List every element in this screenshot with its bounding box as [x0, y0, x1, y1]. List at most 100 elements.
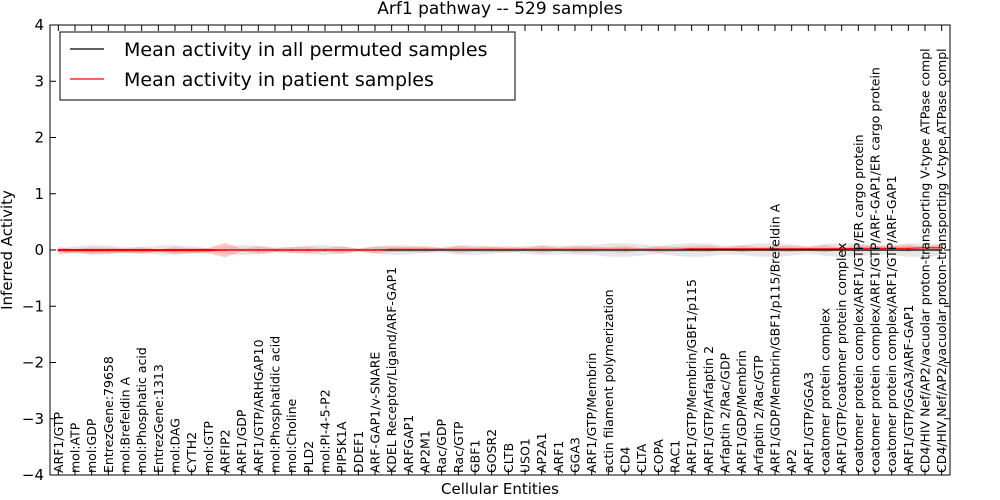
point-patient — [490, 248, 493, 251]
point-patient — [824, 248, 826, 250]
x-tick-label: ARF1/GDP/Membrin/GBF1/p115/Brefeldin A — [768, 203, 783, 473]
y-tick-label: 0 — [34, 241, 44, 259]
x-tick-label: ARF1/GTP/coatomer protein complex — [834, 243, 849, 473]
point-patient — [407, 248, 410, 251]
x-tick-label: ARF1/GTP/Membrin — [584, 353, 599, 473]
x-tick-label: actin filament polymerization — [601, 289, 616, 473]
point-patient — [374, 249, 376, 251]
x-tick-label: PIP5K1A — [334, 421, 349, 473]
x-tick-label: AP2A1 — [534, 432, 549, 473]
x-tick-label: USO1 — [518, 438, 533, 473]
y-tick-label: 1 — [34, 185, 44, 203]
x-tick-label: CD4/HIV Nef/AP2/vacuolar proton-transpor… — [934, 48, 949, 473]
point-permuted — [824, 249, 826, 251]
x-tick-label: ARF1/GTP/ARHGAP10 — [251, 339, 266, 473]
x-tick-label: Rac/GTP — [451, 421, 466, 473]
point-patient — [757, 248, 760, 250]
point-permuted — [890, 249, 893, 251]
x-tick-label: AP2M1 — [418, 430, 433, 473]
point-patient — [74, 249, 76, 252]
x-tick-label: Arfaptin 2/Rac/GTP — [751, 355, 766, 473]
point-patient — [457, 248, 460, 251]
point-patient — [590, 248, 593, 251]
x-tick-label: ARF1/GTP/GGA3 — [801, 372, 816, 473]
point-permuted — [690, 249, 693, 251]
y-tick-label: 4 — [34, 16, 44, 34]
x-tick-label: mol:DAG — [168, 418, 183, 473]
point-patient — [440, 248, 443, 251]
point-patient — [774, 248, 776, 250]
x-tick-label: AP2 — [784, 449, 799, 473]
x-tick-label: mol:PI-4-5-P2 — [318, 389, 333, 473]
y-tick-label: −3 — [22, 410, 44, 428]
x-tick-label: PLD2 — [301, 441, 316, 473]
y-tick-label: −4 — [22, 466, 44, 484]
x-tick-label: GBF1 — [468, 440, 483, 473]
point-patient — [174, 249, 176, 252]
point-patient — [424, 248, 426, 251]
point-patient — [240, 249, 243, 251]
x-tick-label: CLTB — [501, 443, 516, 473]
point-patient — [624, 248, 626, 251]
point-patient — [674, 248, 676, 251]
point-patient — [574, 248, 576, 251]
point-patient — [340, 249, 343, 251]
y-axis-label: Inferred Activity — [0, 190, 16, 310]
x-tick-label: Rac/GDP — [434, 419, 449, 473]
x-axis-label: Cellular Entities — [441, 480, 559, 498]
point-permuted — [707, 249, 710, 251]
x-tick-label: mol:ATP — [68, 422, 83, 473]
point-patient — [807, 248, 810, 250]
x-tick-label: CD4 — [618, 447, 633, 473]
legend-label-patient: Mean activity in patient samples — [124, 69, 434, 91]
point-patient — [857, 247, 860, 250]
point-patient — [724, 248, 726, 250]
x-ticks: ARF1/GTP mol:ATP mol:GDP EntrezGene:79658 mo… — [51, 25, 949, 475]
legend-label-permuted: Mean activity in all permuted samples — [124, 39, 487, 61]
point-patient — [557, 248, 560, 251]
x-tick-label: ARF1/GTP/Membrin/GBF1/p115 — [684, 279, 699, 473]
x-tick-label: DDEF1 — [351, 431, 366, 473]
x-tick-label: mol:Phosphatic acid — [134, 347, 149, 473]
point-patient — [924, 247, 926, 249]
x-tick-label: mol:GTP — [201, 421, 216, 473]
point-patient — [140, 249, 143, 252]
y-tick-label: 2 — [34, 129, 44, 147]
point-patient — [290, 249, 293, 251]
point-patient — [690, 248, 693, 250]
point-permuted — [840, 249, 843, 251]
point-patient — [474, 248, 476, 251]
series-line-patient — [58, 247, 942, 252]
x-tick-label: mol:Phosphatidic acid — [268, 336, 283, 473]
point-patient — [157, 249, 160, 252]
x-tick-label: mol:GDP — [84, 418, 99, 473]
point-patient — [540, 248, 543, 251]
point-patient — [790, 248, 793, 250]
y-tick-label: 3 — [34, 72, 44, 90]
point-patient — [107, 249, 110, 252]
y-tick-label: −1 — [22, 297, 44, 315]
legend: Mean activity in all permuted samples Me… — [59, 31, 516, 101]
point-patient — [707, 248, 710, 250]
point-patient — [507, 248, 510, 251]
y-tick-label: −2 — [22, 354, 44, 372]
x-tick-label: KDEL Receptor/Ligand/ARF-GAP1 — [384, 267, 399, 473]
point-patient — [274, 249, 276, 251]
point-permuted — [724, 249, 726, 251]
x-tick-label: RAC1 — [668, 440, 683, 473]
x-tick-label: mol:Choline — [284, 398, 299, 473]
point-patient — [357, 249, 360, 251]
point-permuted — [940, 249, 943, 251]
point-patient — [324, 249, 326, 251]
point-patient — [907, 247, 910, 250]
x-tick-label: CLTA — [634, 443, 649, 473]
x-tick-label: ARF1/GTP/Arfaptin 2 — [701, 346, 716, 473]
point-patient — [307, 249, 310, 251]
plot-frame — [49, 24, 951, 476]
x-tick-label: mol:Brefeldin A — [118, 376, 133, 473]
point-patient — [524, 248, 526, 251]
y-ticks: −4 −3 −2 −1 0 1 2 3 4 — [22, 16, 950, 484]
chart-title: Arf1 pathway -- 529 samples — [377, 0, 623, 19]
x-tick-label: COPA — [651, 439, 666, 473]
x-tick-label: coatomer protein complex/ARF1/GTP/ARF-GA… — [868, 67, 883, 473]
